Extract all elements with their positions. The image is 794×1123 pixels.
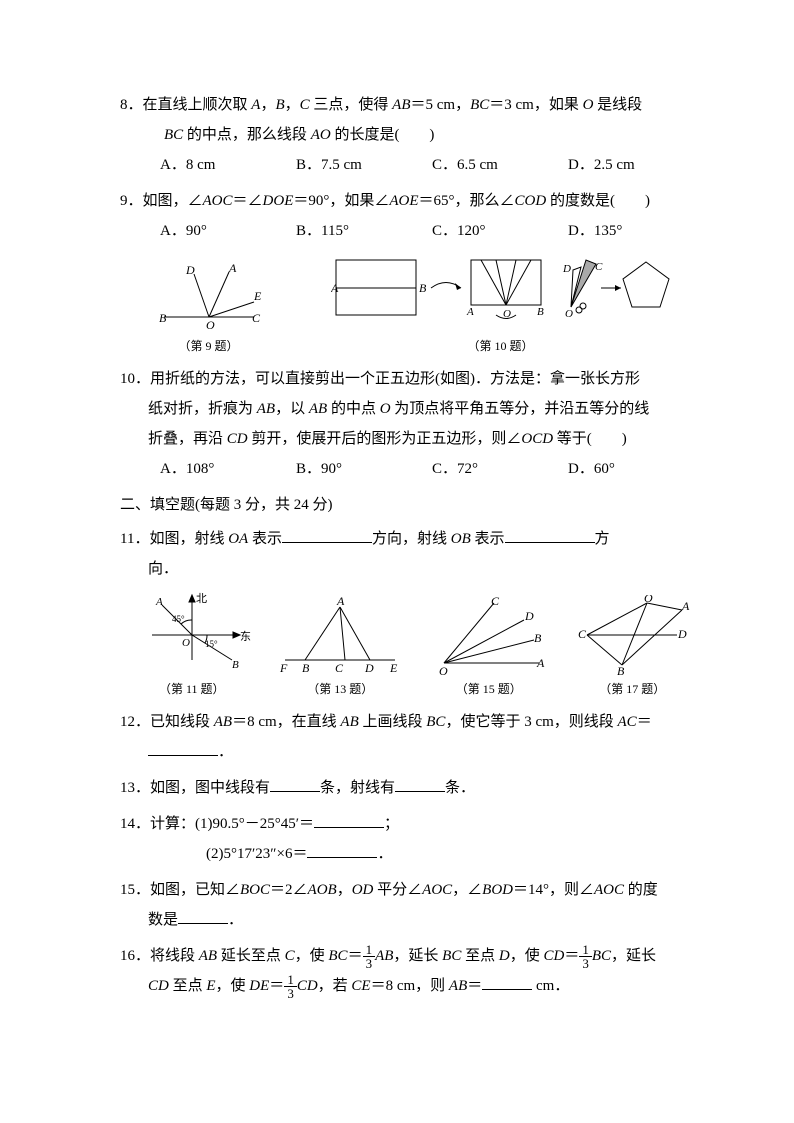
svg-text:B: B	[537, 306, 544, 318]
svg-text:A: A	[331, 281, 339, 295]
svg-text:B: B	[232, 659, 239, 671]
blank	[282, 527, 372, 543]
question-14: 14．计算：(1)90.5°－25°45′＝； (2)5°17′23″×6＝．	[120, 809, 704, 869]
svg-text:O: O	[206, 318, 215, 332]
q8-t1: 8．在直线上顺次取	[120, 97, 251, 113]
svg-text:O: O	[565, 308, 573, 320]
svg-text:B: B	[534, 631, 542, 645]
fig-q9: BOC ADE （第 9 题）	[154, 262, 264, 358]
svg-text:E: E	[389, 661, 398, 675]
svg-text:B: B	[302, 661, 310, 675]
q9-options: A．90° B．115° C．120° D．135°	[120, 216, 704, 246]
svg-text:D: D	[524, 609, 534, 623]
q8-D: D．2.5 cm	[568, 150, 704, 180]
question-11: 11．如图，射线 OA 表示方向，射线 OB 表示方 向．	[120, 524, 704, 584]
q9-C: C．120°	[432, 216, 568, 246]
q8-C: C．6.5 cm	[432, 150, 568, 180]
svg-text:D: D	[677, 627, 687, 641]
blank	[505, 527, 595, 543]
q10-options: A．108° B．90° C．72° D．60°	[120, 454, 704, 484]
q8-A: A．8 cm	[160, 150, 296, 180]
svg-text:F: F	[279, 661, 288, 675]
svg-text:北: 北	[196, 592, 207, 605]
q9-B: B．115°	[296, 216, 432, 246]
question-8: 8．在直线上顺次取 A，B，C 三点，使得 AB＝5 cm，BC＝3 cm，如果…	[120, 90, 704, 180]
question-9: 9．如图，∠AOC＝∠DOE＝90°，如果∠AOE＝65°，那么∠COD 的度数…	[120, 186, 704, 246]
svg-text:B: B	[419, 281, 427, 295]
svg-text:B: B	[617, 664, 625, 675]
question-16: 16．将线段 AB 延长至点 C，使 BC＝13AB，延长 BC 至点 D，使 …	[120, 941, 704, 1001]
svg-text:A: A	[336, 595, 345, 608]
svg-text:A: A	[155, 596, 163, 608]
fig-q10: A B A O B	[331, 252, 671, 358]
svg-text:O: O	[439, 664, 448, 675]
svg-text:45°: 45°	[172, 614, 185, 624]
svg-text:东: 东	[240, 630, 251, 643]
fig-q10-svg: A B A O B	[331, 252, 671, 332]
svg-text:C: C	[491, 595, 500, 608]
fig-q13: A FBC DE （第 13 题）	[275, 595, 405, 701]
svg-text:C: C	[595, 261, 603, 273]
question-13: 13．如图，图中线段有条，射线有条．	[120, 773, 704, 803]
svg-text:A: A	[228, 262, 237, 275]
fig-q15: OA BDC （第 15 题）	[429, 595, 549, 701]
question-15: 15．如图，已知∠BOC＝2∠AOB，OD 平分∠AOC，∠BOD＝14°，则∠…	[120, 875, 704, 935]
svg-text:A: A	[536, 656, 545, 670]
svg-text:C: C	[252, 311, 261, 325]
blank	[148, 740, 218, 756]
svg-text:E: E	[253, 289, 262, 303]
section-2-header: 二、填空题(每题 3 分，共 24 分)	[120, 490, 704, 520]
svg-text:A: A	[466, 306, 474, 318]
question-10: 10．用折纸的方法，可以直接剪出一个正五边形(如图)．方法是：拿一张长方形 纸对…	[120, 364, 704, 484]
question-12: 12．已知线段 AB＝8 cm，在直线 AB 上画线段 BC，使它等于 3 cm…	[120, 707, 704, 767]
fig-q9-svg: B O C A D E	[154, 262, 264, 332]
svg-text:A: A	[681, 599, 690, 613]
page: 8．在直线上顺次取 A，B，C 三点，使得 AB＝5 cm，BC＝3 cm，如果…	[0, 0, 794, 1067]
svg-text:O: O	[182, 637, 190, 649]
svg-text:D: D	[562, 263, 571, 275]
svg-text:15°: 15°	[205, 639, 218, 649]
svg-text:C: C	[578, 627, 587, 641]
figure-row-1: BOC ADE （第 9 题） A B	[120, 252, 704, 358]
figure-row-2: 北 东 A B O 45° 15° （第 11 题）	[120, 590, 704, 701]
svg-text:D: D	[185, 263, 195, 277]
svg-text:B: B	[159, 311, 167, 325]
svg-text:C: C	[335, 661, 344, 675]
svg-text:O: O	[644, 595, 653, 605]
q9-A: A．90°	[160, 216, 296, 246]
q8-B: B．7.5 cm	[296, 150, 432, 180]
fig-q17: OA CDB （第 17 题）	[572, 595, 692, 701]
svg-text:D: D	[364, 661, 374, 675]
q8-options: A．8 cm B．7.5 cm C．6.5 cm D．2.5 cm	[120, 150, 704, 180]
q9-D: D．135°	[568, 216, 704, 246]
fig-q11: 北 东 A B O 45° 15° （第 11 题）	[132, 590, 252, 701]
